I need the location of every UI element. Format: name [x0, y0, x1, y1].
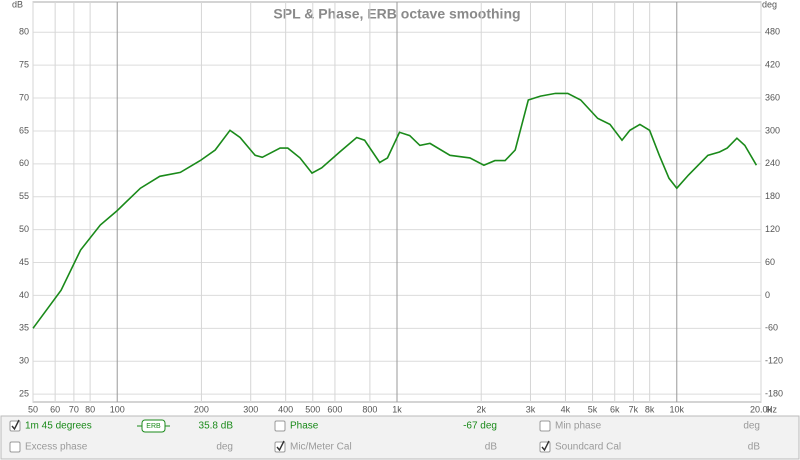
x-tick-label: 4k [561, 404, 571, 414]
spl-curve [32, 92, 758, 329]
x-tick-label: 800 [362, 404, 377, 414]
y-axis-label: dB [12, 0, 23, 9]
y-tick-label: 75 [19, 60, 29, 70]
y-tick-label: 45 [19, 257, 29, 267]
control-readout: dB [485, 442, 498, 453]
y2-tick-label: 180 [765, 191, 780, 201]
y-tick-label: 35 [19, 323, 29, 333]
x-tick-label: 70 [69, 404, 79, 414]
y-tick-label: 55 [19, 191, 29, 201]
control-readout: deg [216, 442, 233, 453]
control-label: Mic/Meter Cal [290, 442, 352, 453]
y2-tick-label: -60 [765, 323, 778, 333]
y2-tick-label: 300 [765, 125, 780, 135]
y2-axis-label: deg [762, 0, 777, 9]
check-mark [11, 419, 20, 431]
y-tick-label: 65 [19, 125, 29, 135]
y-tick-label: 25 [19, 388, 29, 398]
x-tick-label: 10k [670, 404, 685, 414]
y-tick-label: 70 [19, 92, 29, 102]
legend-label: 1m 45 degrees [25, 421, 92, 432]
y-tick-label: 30 [19, 356, 29, 366]
x-tick-label: 400 [278, 404, 293, 414]
y2-tick-label: 480 [765, 27, 780, 37]
x-tick-label: 6k [610, 404, 620, 414]
x-tick-label: 8k [645, 404, 655, 414]
x-tick-label: 300 [243, 404, 258, 414]
x-tick-label: 2k [476, 404, 486, 414]
control-readout: -67 deg [463, 421, 497, 432]
y2-tick-label: 360 [765, 92, 780, 102]
y2-tick-label: 240 [765, 158, 780, 168]
y-tick-label: 50 [19, 224, 29, 234]
check-mark [276, 440, 285, 452]
check-mark [541, 440, 550, 452]
control-label: Phase [290, 421, 319, 432]
control-checkbox[interactable] [9, 441, 21, 453]
control-label: Excess phase [25, 442, 88, 453]
y2-tick-label: 0 [765, 290, 770, 300]
x-tick-label: 3k [526, 404, 536, 414]
x-tick-label: 50 [28, 404, 38, 414]
x-tick-label: 1k [392, 404, 402, 414]
x-axis-label: Hz [766, 404, 777, 414]
x-tick-label: 20.0k [750, 404, 773, 414]
x-tick-label: 7k [629, 404, 639, 414]
x-tick-label: 100 [110, 404, 125, 414]
control-readout: deg [743, 421, 760, 432]
y-tick-label: 40 [19, 290, 29, 300]
badge-box [141, 419, 166, 433]
badge-label: ERB [146, 423, 161, 430]
y2-tick-label: 60 [765, 257, 775, 267]
y-tick-label: 80 [19, 27, 29, 37]
y-tick-label: 60 [19, 158, 29, 168]
y2-tick-label: -180 [765, 388, 783, 398]
control-readout: dB [748, 442, 761, 453]
control-checkbox[interactable] [274, 420, 286, 432]
y2-tick-label: 120 [765, 224, 780, 234]
control-label: Min phase [555, 421, 602, 432]
x-tick-label: 80 [85, 404, 95, 414]
x-tick-label: 600 [327, 404, 342, 414]
legend-readout: 35.8 dB [199, 421, 234, 432]
control-label: Soundcard Cal [555, 442, 621, 453]
x-tick-label: 200 [194, 404, 209, 414]
y2-tick-label: -120 [765, 356, 783, 366]
legend-panel [0, 415, 800, 460]
x-tick-label: 5k [588, 404, 598, 414]
y2-tick-label: 420 [765, 60, 780, 70]
control-checkbox[interactable] [539, 420, 551, 432]
x-tick-label: 500 [305, 404, 320, 414]
x-tick-label: 60 [50, 404, 60, 414]
